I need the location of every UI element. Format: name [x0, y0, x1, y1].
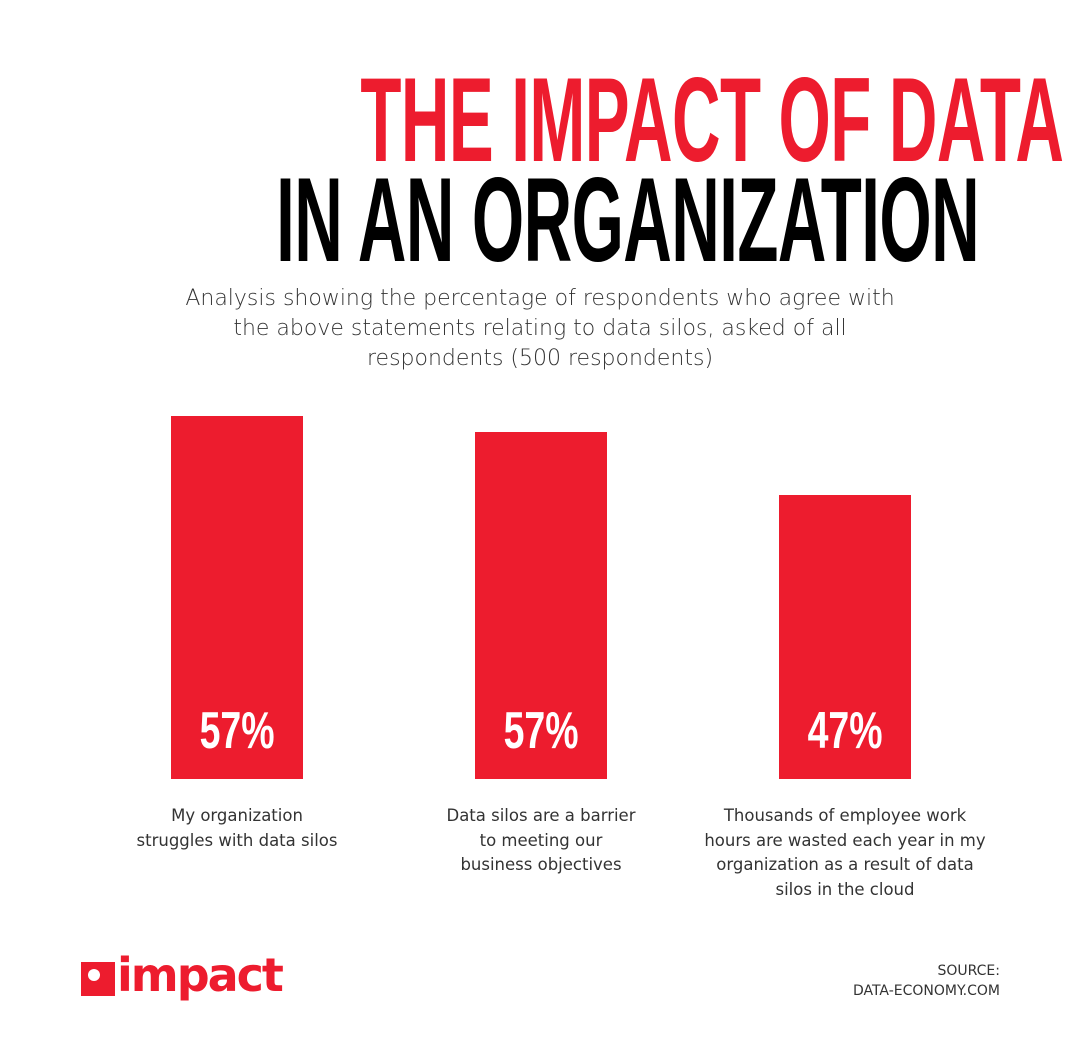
category-label-2: Data silos are a barrier to meeting our …	[446, 806, 636, 874]
title-line-1: THE IMPACT OF DATA SILOS	[360, 53, 1080, 187]
bar-value-label: 57%	[503, 702, 579, 760]
subtitle-line: respondents (500 respondents)	[366, 346, 714, 371]
category-label-3: Thousands of employee work hours are was…	[704, 806, 986, 899]
bar-2: 57%	[475, 432, 607, 779]
bar-3: 47%	[779, 495, 911, 779]
bar-value-label: 47%	[807, 702, 883, 760]
impact-logo-text: impact	[117, 948, 284, 1002]
title-line-2: IN AN ORGANIZATION	[276, 153, 980, 287]
subtitle-line: the above statements relating to data si…	[233, 316, 847, 341]
subtitle-line: Analysis showing the percentage of respo…	[185, 286, 895, 311]
bar-1: 57%	[171, 416, 303, 779]
source-note: SOURCE: DATA-ECONOMY.COM	[852, 963, 1000, 999]
subtitle: Analysis showing the percentage of respo…	[90, 284, 990, 374]
category-label-1: My organization struggles with data silo…	[136, 806, 338, 850]
bar-value-label: 57%	[199, 702, 275, 760]
impact-logo-mark-icon	[81, 962, 115, 996]
